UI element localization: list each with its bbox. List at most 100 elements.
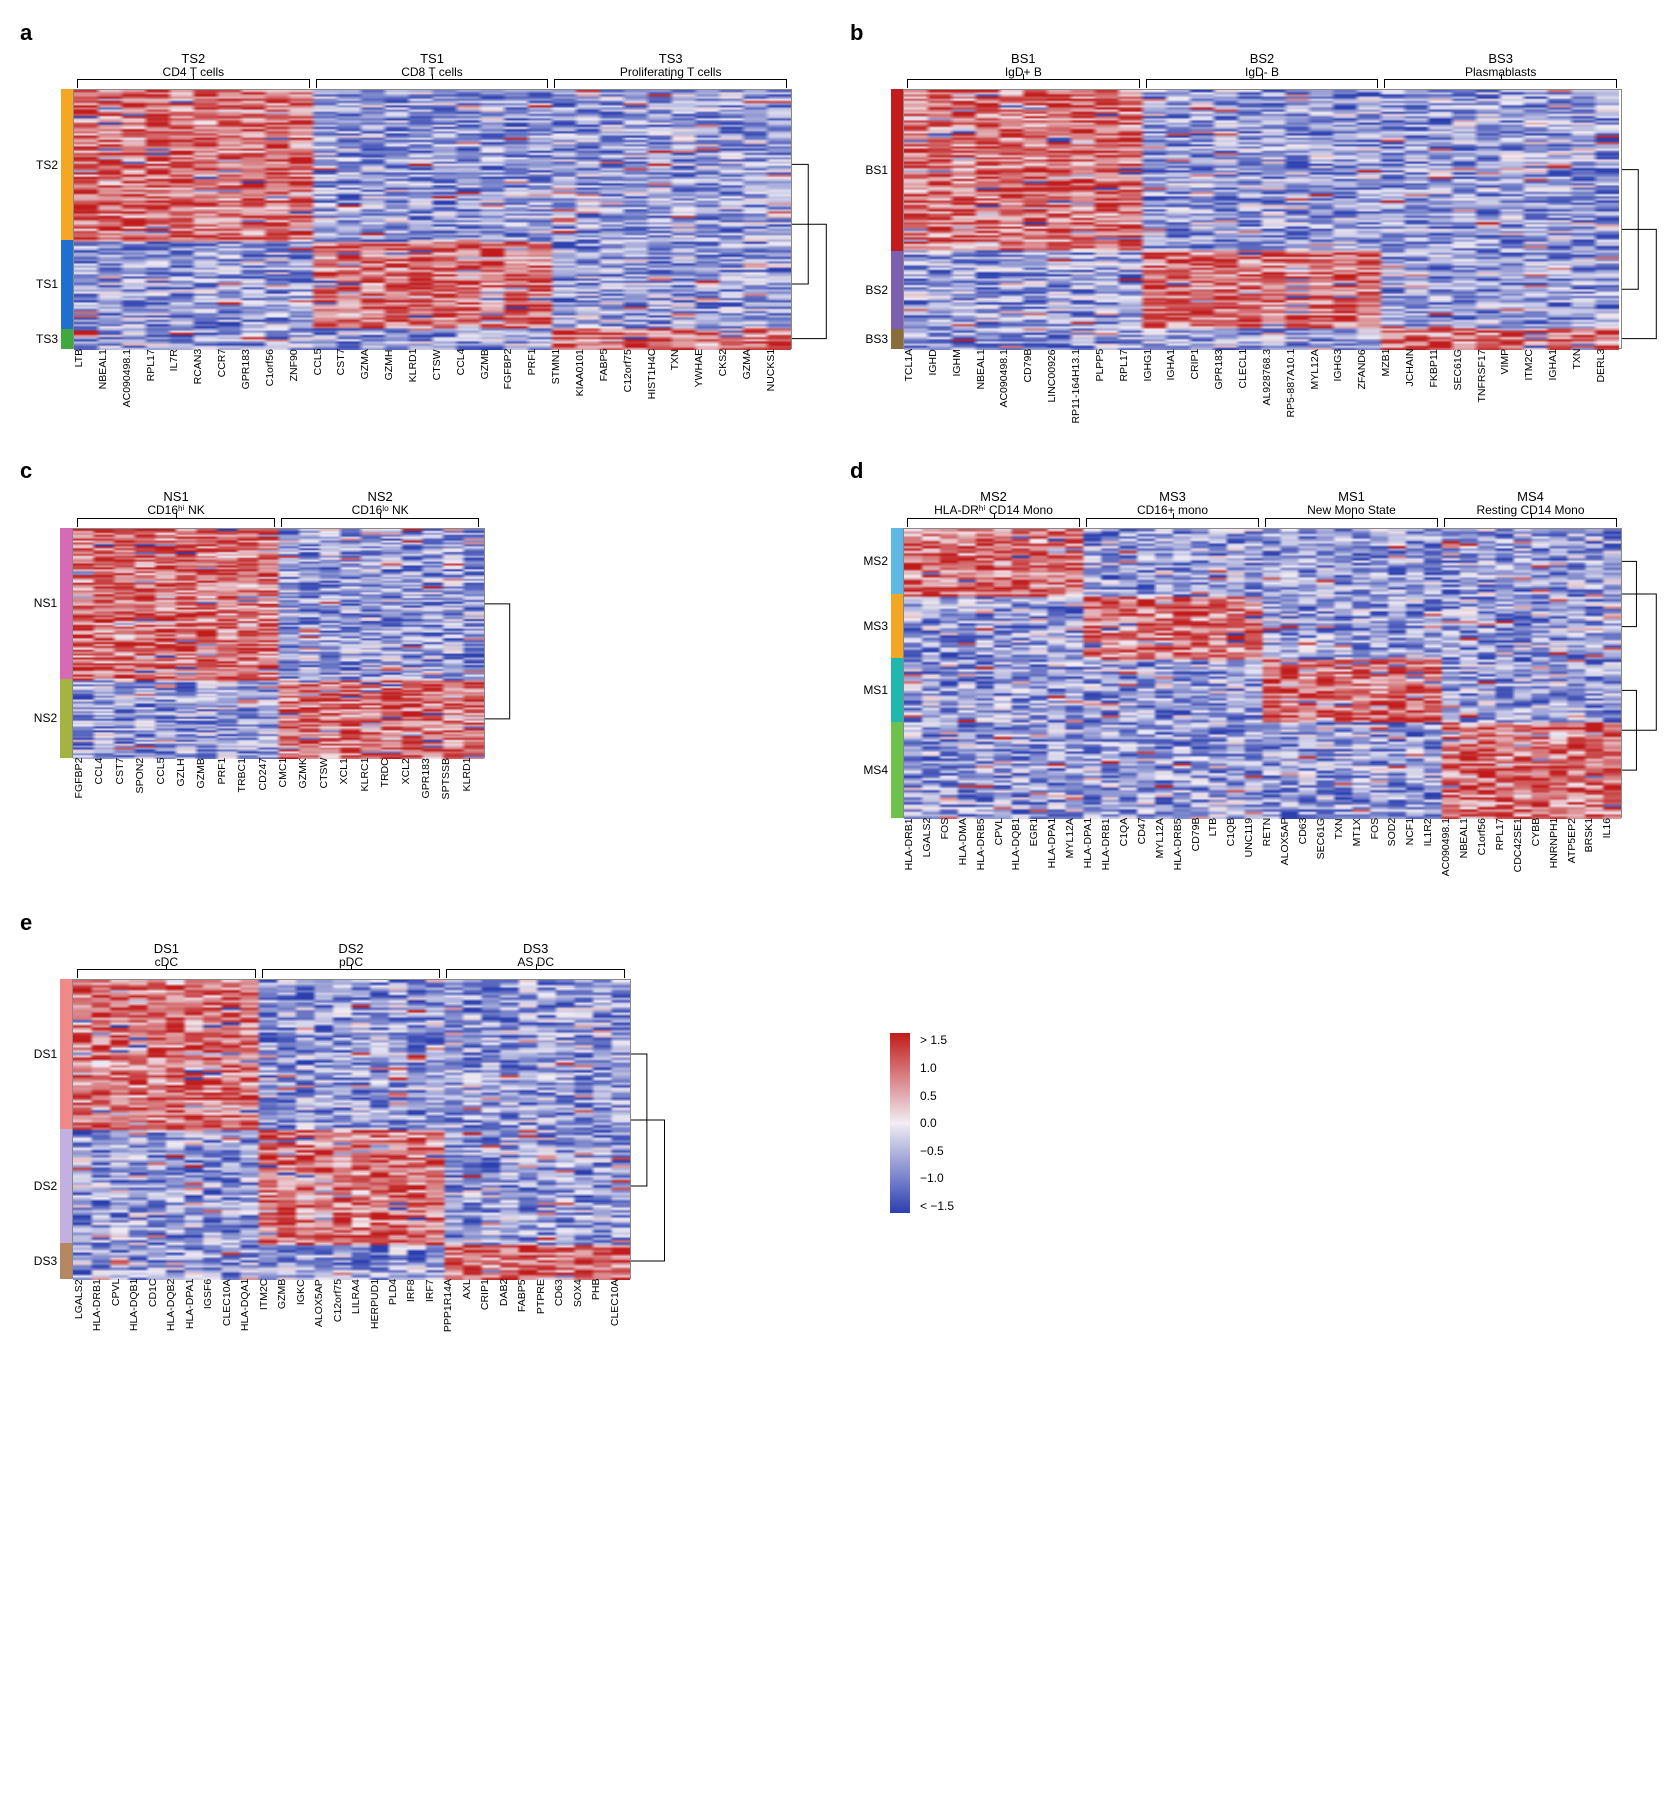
gene-label: XCL1 <box>339 758 359 803</box>
gene-label: AC090498.1 <box>1441 818 1459 880</box>
gene-label: YWHAE <box>694 349 718 411</box>
gene-label: LTB <box>1208 818 1226 880</box>
row-dendrogram <box>631 979 668 1279</box>
row-cluster-label: TS2 <box>20 89 58 240</box>
gene-label: GZMA <box>742 349 766 411</box>
panel-e: eDS1cDCDS2pDCDS3AS DCDS1DS2DS3LGALS2HLA-… <box>20 910 668 1337</box>
gene-label: CMC1 <box>278 758 298 803</box>
gene-label: IL16 <box>1602 818 1620 880</box>
gene-label: SPTSSB <box>441 758 461 803</box>
gene-label: CKS2 <box>718 349 742 411</box>
cluster-color-bar <box>60 979 72 1279</box>
gene-label: CD63 <box>1298 818 1316 880</box>
gene-label: GPR183 <box>421 758 441 803</box>
panel-label: e <box>20 910 668 936</box>
row-cluster-label: MS3 <box>850 594 888 658</box>
gene-label: LINC00926 <box>1047 349 1071 428</box>
color-legend: > 1.51.00.50.0−0.5−1.0< −1.5 <box>890 1033 954 1213</box>
gene-label: LILRA4 <box>351 1279 369 1336</box>
row-dendrogram <box>792 89 830 349</box>
gene-label: CD79B <box>1023 349 1047 428</box>
gene-label: C12orf75 <box>333 1279 351 1336</box>
gene-label: KLRD1 <box>462 758 482 803</box>
gene-label: FABP5 <box>599 349 623 411</box>
gene-label: HLA-DQB1 <box>129 1279 147 1336</box>
panel-a: aTS2CD4 T cellsTS1CD8 T cellsTS3Prolifer… <box>20 20 830 412</box>
gene-label: FGFBP2 <box>503 349 527 411</box>
gene-label: HERPUD1 <box>370 1279 388 1336</box>
row-dendrogram <box>1622 528 1660 818</box>
gene-label: VIMP <box>1500 349 1524 428</box>
gene-label: CD47 <box>1137 818 1155 880</box>
gene-label: ITM2C <box>259 1279 277 1336</box>
gene-label: SOD2 <box>1387 818 1405 880</box>
gene-label: ALOX5AP <box>1280 818 1298 880</box>
gene-label: MT1X <box>1352 818 1370 880</box>
gene-label: HLA-DRB5 <box>976 818 994 880</box>
gene-label: LGALS2 <box>74 1279 92 1336</box>
gene-label: RP5-887A10.1 <box>1286 349 1310 428</box>
gene-label: GPR183 <box>1214 349 1238 428</box>
gene-label: HIST1H4C <box>647 349 671 411</box>
gene-label: FOS <box>1370 818 1388 880</box>
legend-tick: < −1.5 <box>920 1199 954 1213</box>
heatmap <box>72 528 485 758</box>
gene-label: HLA-DQB2 <box>166 1279 184 1336</box>
cluster-color-bar <box>891 528 903 818</box>
row-cluster-label: BS1 <box>850 89 888 250</box>
gene-label: C1QB <box>1226 818 1244 880</box>
gene-label: CPVL <box>994 818 1012 880</box>
gene-label: UNC119 <box>1244 818 1262 880</box>
gene-label: CDC42SE1 <box>1513 818 1531 880</box>
gene-label: PHB <box>591 1279 609 1336</box>
gene-label: KLRD1 <box>408 349 432 411</box>
heatmap <box>73 89 792 349</box>
gene-label: CTSW <box>432 349 456 411</box>
gene-label: CCL4 <box>94 758 114 803</box>
gene-label: KLRC1 <box>360 758 380 803</box>
gene-label: AC090498.1 <box>999 349 1023 428</box>
gene-label: XCL2 <box>401 758 421 803</box>
gene-label: DAB2 <box>499 1279 517 1336</box>
cluster-color-bar <box>61 89 73 349</box>
legend-tick: > 1.5 <box>920 1033 954 1047</box>
row-cluster-label: TS1 <box>20 240 58 328</box>
gene-label: HNRNPH1 <box>1549 818 1567 880</box>
gene-label: HLA-DRB1 <box>92 1279 110 1336</box>
gene-label: TNFRSF17 <box>1477 349 1501 428</box>
gene-label: IGHM <box>952 349 976 428</box>
gene-label: FABP5 <box>517 1279 535 1336</box>
row-cluster-label: NS1 <box>20 528 57 680</box>
gene-label: CD247 <box>258 758 278 803</box>
gene-label: C12orf75 <box>623 349 647 411</box>
gene-label: IGHG1 <box>1143 349 1167 428</box>
panel-label: d <box>850 458 1660 484</box>
gene-label: RCAN3 <box>193 349 217 411</box>
gene-label: PRF1 <box>527 349 551 411</box>
gene-label: TCL1A <box>904 349 928 428</box>
gene-label: FKBP11 <box>1429 349 1453 428</box>
gene-label: HLA-DRB1 <box>904 818 922 880</box>
gene-label: ITM2C <box>1524 349 1548 428</box>
gene-label: MYL12A <box>1155 818 1173 880</box>
row-cluster-label: NS2 <box>20 679 57 757</box>
gene-label: TXN <box>1334 818 1352 880</box>
gene-label: RP11-164H13.1 <box>1071 349 1095 428</box>
row-cluster-label: BS3 <box>850 329 888 350</box>
gene-label: C1orf56 <box>265 349 289 411</box>
gene-label: TXN <box>1572 349 1596 428</box>
row-cluster-label: TS3 <box>20 329 58 350</box>
gene-label: CCL5 <box>156 758 176 803</box>
gene-label: CCL4 <box>456 349 480 411</box>
gene-label: GZLH <box>176 758 196 803</box>
gene-label: IGKC <box>296 1279 314 1336</box>
panel-c: cNS1CD16ʰⁱ NKNS2CD16ˡᵒ NKNS1NS2FGFBP2CCL… <box>20 458 522 803</box>
gene-label: NBEAL1 <box>1459 818 1477 880</box>
gene-label: C1orf56 <box>1477 818 1495 880</box>
gene-label: HLA-DQA1 <box>240 1279 258 1336</box>
gene-label: CLECL1 <box>1238 349 1262 428</box>
gene-label: IGHD <box>928 349 952 428</box>
gene-label: SPON2 <box>135 758 155 803</box>
gene-label: MYL12A <box>1310 349 1334 428</box>
gene-label: BRSK1 <box>1584 818 1602 880</box>
